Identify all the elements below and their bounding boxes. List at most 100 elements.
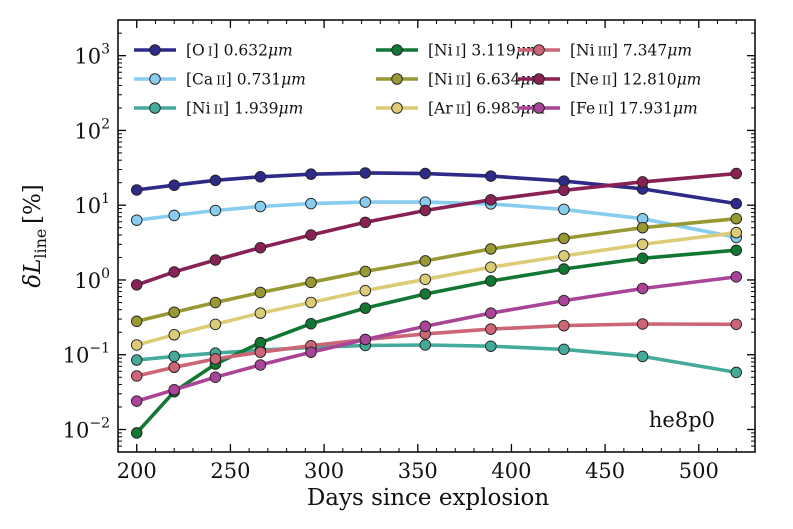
data-point-8-10 xyxy=(730,271,743,283)
legend-item: [Ni I] 3.119μm xyxy=(376,42,541,60)
legend-label: [Ne II] 12.810μm xyxy=(570,71,701,89)
y-tick-label: 10−2 xyxy=(63,415,110,442)
data-point-8-4 xyxy=(305,346,317,358)
data-point-7-10 xyxy=(730,167,743,180)
data-point-7-5 xyxy=(359,216,372,229)
data-point-8-8 xyxy=(558,294,570,307)
legend-marker xyxy=(533,44,545,56)
legend-label: [Ni II] 1.939μm xyxy=(186,100,303,118)
data-point-0-7 xyxy=(485,170,497,182)
data-point-6-2 xyxy=(209,353,222,365)
legend-marker xyxy=(533,73,545,85)
data-point-0-10 xyxy=(730,197,743,210)
data-point-4-3 xyxy=(254,286,267,299)
data-point-2-7 xyxy=(485,340,497,352)
legend-marker xyxy=(533,102,545,114)
data-point-1-1 xyxy=(168,209,180,222)
data-point-7-0 xyxy=(130,279,143,291)
data-point-0-0 xyxy=(130,184,143,196)
legend-item: [Ni II] 1.939μm xyxy=(134,100,303,118)
legend-marker xyxy=(149,102,161,114)
legend-marker xyxy=(391,102,403,114)
data-point-1-3 xyxy=(254,200,267,213)
legend-item: [O I] 0.632μm xyxy=(134,42,293,60)
y-tick-label: 101 xyxy=(74,191,110,218)
y-axis-title-text: δLline [%] xyxy=(20,184,50,288)
data-point-5-8 xyxy=(558,250,570,262)
data-point-4-2 xyxy=(209,296,222,309)
data-point-2-6 xyxy=(419,339,432,351)
legend-label: [Ca II] 0.731μm xyxy=(186,71,306,89)
data-point-3-6 xyxy=(419,288,432,300)
legend-item: [Fe II] 17.931μm xyxy=(518,100,698,118)
x-tick-label: 250 xyxy=(210,459,250,483)
data-point-5-9 xyxy=(636,238,649,251)
x-tick-label: 350 xyxy=(398,459,438,483)
data-point-8-2 xyxy=(209,371,222,383)
model-annotation: he8p0 xyxy=(649,408,715,432)
data-point-1-2 xyxy=(209,204,222,217)
x-tick-label: 400 xyxy=(491,459,531,483)
data-point-4-7 xyxy=(485,243,497,255)
data-point-8-6 xyxy=(419,320,432,333)
data-point-6-10 xyxy=(730,318,743,331)
data-point-7-6 xyxy=(419,204,432,217)
legend-marker xyxy=(391,73,403,85)
x-tick-label: 300 xyxy=(304,459,344,483)
x-tick-label: 200 xyxy=(117,459,157,483)
legend-item: [Ni III] 7.347μm xyxy=(518,42,692,60)
data-point-7-3 xyxy=(254,241,267,254)
data-point-8-0 xyxy=(130,395,143,407)
data-point-4-4 xyxy=(305,276,317,289)
legend-label: [Fe II] 17.931μm xyxy=(570,100,698,118)
data-point-2-10 xyxy=(730,366,743,379)
legend-item: [Ne II] 12.810μm xyxy=(518,71,701,89)
x-axis-title: Days since explosion xyxy=(307,485,550,511)
data-point-4-9 xyxy=(636,221,649,234)
data-point-2-9 xyxy=(636,350,649,363)
data-point-5-10 xyxy=(730,226,743,239)
data-point-6-1 xyxy=(168,361,180,374)
data-point-0-3 xyxy=(254,171,267,183)
data-point-3-3 xyxy=(254,336,267,349)
data-point-7-8 xyxy=(558,184,570,197)
legend-label: [O I] 0.632μm xyxy=(186,42,293,60)
data-point-3-10 xyxy=(730,244,743,256)
data-point-0-1 xyxy=(168,179,180,191)
data-point-1-5 xyxy=(359,196,372,208)
data-point-7-4 xyxy=(305,229,317,241)
data-point-5-7 xyxy=(485,261,497,273)
data-point-7-1 xyxy=(168,266,180,278)
data-point-5-4 xyxy=(305,296,317,309)
data-point-2-8 xyxy=(558,343,570,356)
data-point-3-7 xyxy=(485,275,497,287)
data-point-0-5 xyxy=(359,167,372,179)
y-tick-label: 103 xyxy=(74,42,110,69)
data-point-7-2 xyxy=(209,254,222,266)
data-point-3-5 xyxy=(359,302,372,314)
data-point-7-9 xyxy=(636,176,649,188)
legend: [O I] 0.632μm [Ca II] 0.731μm [Ni II] 1.93… xyxy=(134,42,701,118)
data-point-5-0 xyxy=(130,339,143,351)
data-point-5-6 xyxy=(419,273,432,286)
data-point-8-3 xyxy=(254,359,267,371)
series-line-8 xyxy=(136,275,737,403)
legend-marker xyxy=(149,73,161,85)
y-axis-title: δLline [%] xyxy=(20,184,50,288)
data-point-5-5 xyxy=(359,284,372,297)
data-point-4-10 xyxy=(730,212,743,225)
data-point-0-6 xyxy=(419,167,432,180)
data-point-5-2 xyxy=(209,318,222,331)
data-point-1-4 xyxy=(305,197,317,210)
data-point-8-5 xyxy=(359,333,372,346)
data-point-4-8 xyxy=(558,232,570,245)
data-point-5-3 xyxy=(254,307,267,319)
series-line-6 xyxy=(136,322,737,378)
data-point-0-4 xyxy=(305,168,317,180)
data-point-0-2 xyxy=(209,174,222,187)
data-point-8-1 xyxy=(168,384,180,396)
data-point-3-0 xyxy=(130,427,143,439)
data-point-6-3 xyxy=(254,346,267,358)
x-tick-label: 450 xyxy=(585,459,625,483)
